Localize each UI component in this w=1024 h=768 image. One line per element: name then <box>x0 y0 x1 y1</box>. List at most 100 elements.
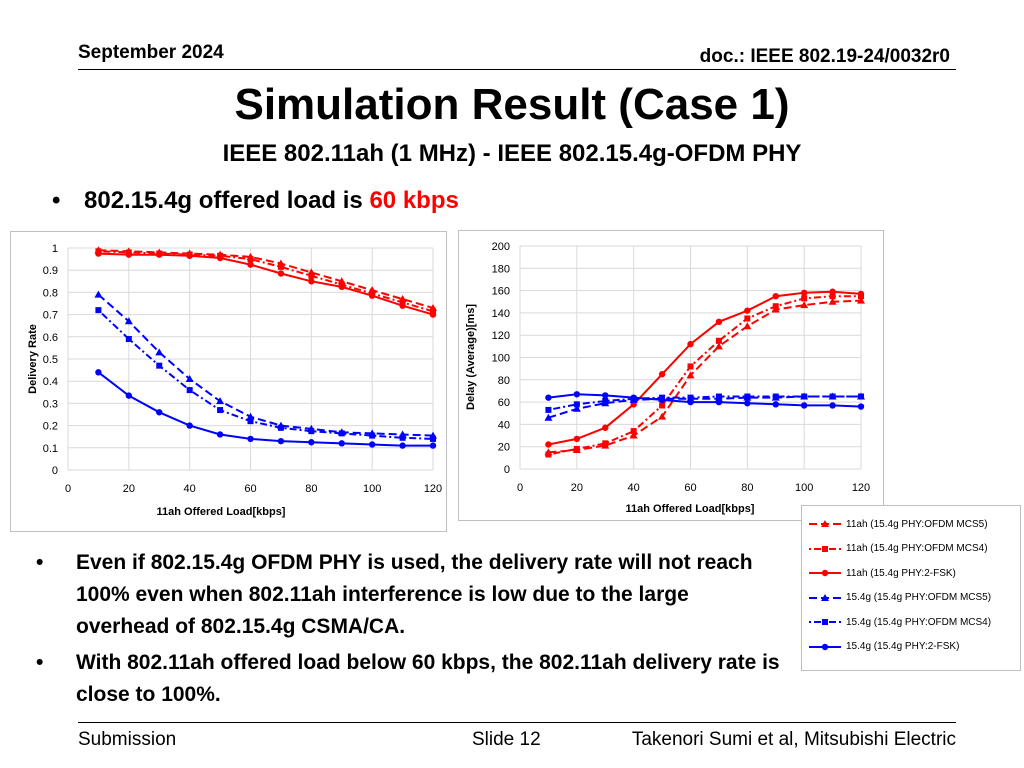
data-point <box>715 337 722 344</box>
y-tick-label: 40 <box>498 419 510 431</box>
data-point <box>629 431 638 439</box>
legend-swatch <box>809 619 841 625</box>
bullet-list: • Even if 802.15.4g OFDM PHY is used, th… <box>36 547 781 715</box>
header-divider <box>78 69 956 70</box>
data-point <box>744 400 751 407</box>
data-point <box>772 401 779 408</box>
data-point <box>277 424 284 431</box>
data-point <box>687 363 694 370</box>
delay-chart-svg: 0 20 40 60 80 100 120 0 20 40 60 80 100 120 140 160 180 2… <box>465 241 870 515</box>
data-point <box>602 440 609 447</box>
y-tick-label: 0.5 <box>43 354 58 366</box>
series-line <box>97 371 433 447</box>
data-point <box>544 413 553 421</box>
series-line <box>548 290 862 446</box>
x-tick-label: 0 <box>517 482 523 494</box>
bullet-dot: • <box>52 187 61 214</box>
series-line <box>98 249 434 309</box>
data-point <box>630 428 637 435</box>
offered-load-line: • 802.15.4g offered load is 60 kbps <box>52 187 459 215</box>
y-tick-label: 0.3 <box>43 398 58 410</box>
data-point <box>658 396 666 404</box>
legend-item: 11ah (15.4g PHY:2-FSK) <box>808 563 956 583</box>
data-point <box>572 404 581 412</box>
bullet-text: Even if 802.15.4g OFDM PHY is used, the … <box>76 551 753 638</box>
data-point <box>430 308 436 315</box>
bullet-text: With 802.11ah offered load below 60 kbps… <box>76 651 780 706</box>
data-point <box>801 393 808 400</box>
data-point <box>715 398 723 406</box>
y-tick-label: 0.8 <box>43 287 58 299</box>
y-tick-label: 80 <box>498 375 510 387</box>
data-point <box>743 322 752 330</box>
series-line <box>97 309 434 440</box>
header-date: September 2024 <box>78 42 224 63</box>
data-point <box>156 409 163 416</box>
data-point <box>125 392 133 399</box>
series-line <box>97 293 434 437</box>
y-axis-label: Delay (Average)[ms] <box>465 304 477 410</box>
data-point <box>185 374 194 382</box>
data-point <box>125 251 133 258</box>
data-point <box>156 362 163 369</box>
bullet-item: • Even if 802.15.4g OFDM PHY is used, th… <box>36 547 781 643</box>
series-line <box>548 395 861 419</box>
data-point <box>277 270 285 277</box>
data-point <box>277 263 284 270</box>
data-point <box>277 437 285 445</box>
legend-label: 15.4g (15.4g PHY:2-FSK) <box>846 641 960 652</box>
data-point <box>801 295 808 302</box>
x-tick-label: 100 <box>363 483 381 495</box>
legend-swatch-marker <box>822 545 828 552</box>
x-axis-label: 11ah Offered Load[kbps] <box>626 503 755 515</box>
legend-item: 11ah (15.4g PHY:OFDM MCS4) <box>808 539 988 559</box>
data-point <box>308 428 315 435</box>
data-point <box>216 431 224 438</box>
legend-swatch <box>809 643 841 650</box>
y-tick-label: 140 <box>492 308 510 320</box>
x-tick-label: 20 <box>123 483 135 495</box>
data-point <box>715 318 723 326</box>
data-point <box>217 407 224 414</box>
header-doc-id: doc.: IEEE 802.19-24/0032r0 <box>699 46 950 67</box>
legend-label: 11ah (15.4g PHY:OFDM MCS5) <box>846 518 988 530</box>
x-tick-label: 20 <box>571 482 583 494</box>
data-point <box>124 317 133 325</box>
data-point <box>545 394 552 401</box>
data-point <box>369 432 376 439</box>
data-point <box>659 402 666 409</box>
data-point <box>829 393 836 400</box>
data-point <box>857 290 865 298</box>
data-point <box>602 424 609 431</box>
data-point <box>573 445 580 452</box>
data-point <box>772 303 779 310</box>
y-tick-label: 0.6 <box>43 332 58 344</box>
data-point <box>772 292 779 300</box>
footer-divider <box>78 722 956 723</box>
data-point <box>186 252 193 259</box>
series-line <box>548 395 861 411</box>
bullet-dot: • <box>36 551 44 574</box>
chart-legend: 11ah (15.4g PHY:OFDM MCS5) 11ah (15.4g PH… <box>801 505 1021 671</box>
data-point <box>602 392 609 399</box>
y-tick-label: 0 <box>52 465 58 477</box>
y-tick-label: 0.4 <box>43 376 58 388</box>
x-tick-label: 80 <box>305 483 317 495</box>
x-tick-label: 80 <box>741 482 753 494</box>
y-tick-label: 0.9 <box>43 265 58 277</box>
data-point <box>857 296 865 304</box>
x-tick-label: 40 <box>628 482 640 494</box>
data-point <box>247 256 254 263</box>
data-point <box>216 254 224 262</box>
x-tick-label: 120 <box>852 482 870 494</box>
y-tick-label: 60 <box>498 397 510 409</box>
x-tick-label: 0 <box>65 483 71 495</box>
legend-item: 15.4g (15.4g PHY:OFDM MCS4) <box>808 612 991 632</box>
data-point <box>573 391 581 398</box>
delivery-rate-chart: 0 20 40 60 80 100 120 0 0.1 0.2 0.3 0.4 0.5 0.6 0.7 0.8… <box>10 231 447 532</box>
legend-swatch <box>809 569 841 577</box>
offered-load-label: 802.15.4g offered load is <box>84 187 370 214</box>
legend-swatch-marker <box>821 520 829 527</box>
bullet-item: • With 802.11ah offered load below 60 kb… <box>36 647 781 711</box>
data-point <box>744 307 751 314</box>
